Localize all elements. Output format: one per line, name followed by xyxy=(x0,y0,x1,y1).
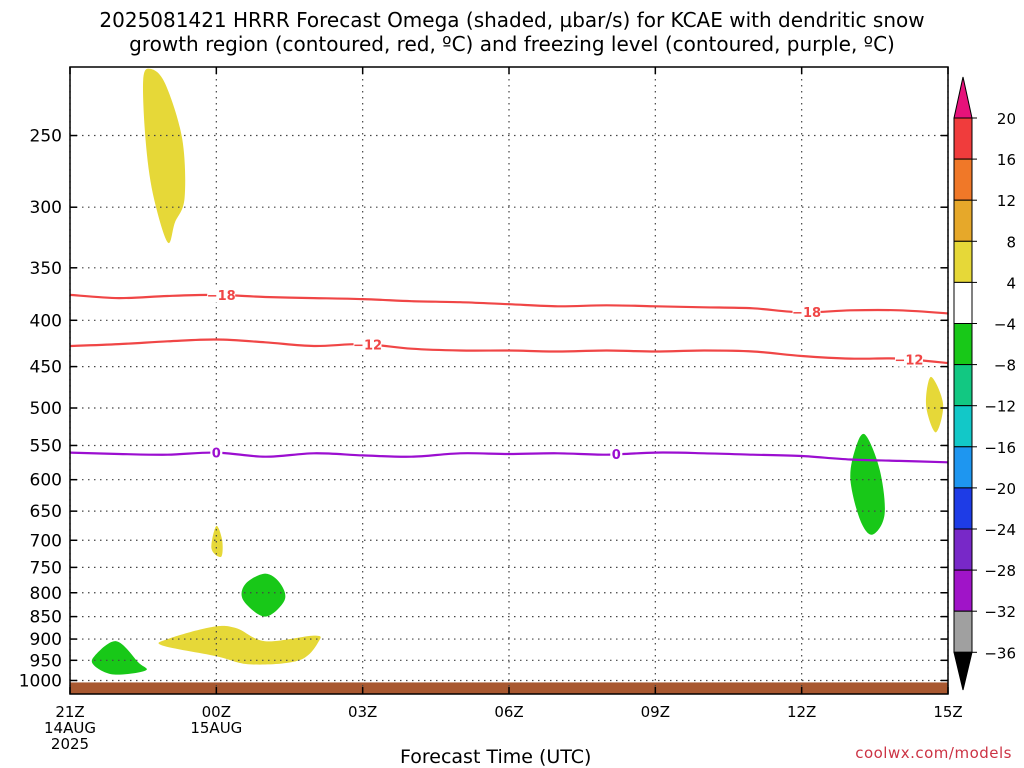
colorbar-label-2: 16 xyxy=(997,151,1016,169)
colorbar-label-11: −24 xyxy=(984,521,1016,539)
colorbar-swatch-9 xyxy=(953,446,973,489)
y-tick-label-900: 900 xyxy=(30,630,62,650)
x-tick-label: 14AUG xyxy=(44,719,96,737)
x-axis-title: Forecast Time (UTC) xyxy=(400,746,592,768)
x-tick-label: 09Z xyxy=(641,703,670,721)
colorbar-top-arrow xyxy=(953,76,973,119)
contour-label-3-2: 0 xyxy=(612,448,621,463)
contour-2 xyxy=(69,338,949,365)
contour-label-3-1: 0 xyxy=(212,447,221,462)
colorbar-swatch-4 xyxy=(953,240,973,283)
x-tick-label: 03Z xyxy=(348,703,377,721)
omega-region-3 xyxy=(211,525,223,558)
y-axis: 2503003504004505005506006507007508008509… xyxy=(19,127,948,691)
colorbar-swatch-7 xyxy=(953,364,973,407)
y-tick-label-1000: 1000 xyxy=(19,671,62,691)
y-tick-label-500: 500 xyxy=(30,399,62,419)
colorbar-swatch-6 xyxy=(953,323,973,366)
colorbar-label-8: −12 xyxy=(984,398,1016,416)
colorbar-swatch-5 xyxy=(953,281,973,324)
y-tick-label-300: 300 xyxy=(30,198,62,218)
omega-region-7 xyxy=(850,433,885,535)
colorbar-label-5: 4 xyxy=(1006,274,1016,292)
colorbar-label-7: −8 xyxy=(994,357,1016,375)
colorbar-label-10: −20 xyxy=(984,480,1016,498)
colorbar-swatch-8 xyxy=(953,405,973,448)
colorbar-bottom-arrow xyxy=(953,651,973,691)
omega-region-1 xyxy=(142,68,186,244)
colorbar-swatch-10 xyxy=(953,487,973,530)
contour-label-1-1: −18 xyxy=(207,289,236,304)
contour-label-2-1: −12 xyxy=(353,339,382,354)
y-tick-label-800: 800 xyxy=(30,584,62,604)
y-tick-label-650: 650 xyxy=(30,502,62,522)
y-tick-label-850: 850 xyxy=(30,608,62,628)
credit-text: coolwx.com/models xyxy=(855,744,1012,762)
colorbar-swatch-1 xyxy=(953,117,973,160)
colorbar-label-6: −4 xyxy=(994,316,1016,334)
y-tick-label-250: 250 xyxy=(30,127,62,147)
contour-label-bg xyxy=(894,351,923,367)
title-line-2: growth region (contoured, red, ºC) and f… xyxy=(129,32,895,56)
colorbar-swatch-12 xyxy=(953,569,973,612)
y-tick-label-450: 450 xyxy=(30,358,62,378)
y-tick-label-550: 550 xyxy=(30,436,62,456)
y-tick-label-750: 750 xyxy=(30,558,62,578)
y-tick-label-400: 400 xyxy=(30,311,62,331)
omega-region-2 xyxy=(158,625,321,665)
colorbar-swatch-11 xyxy=(953,528,973,571)
contour-label-bg xyxy=(792,304,821,320)
colorbar: 20 16 12 8 4 −4 −8 −12 −16 −20 −24 −28 −32 −36 xyxy=(953,76,1016,691)
x-tick-label: 2025 xyxy=(51,735,89,753)
chart-title: 2025081421 HRRR Forecast Omega (shaded, … xyxy=(0,8,1024,56)
colorbar-label-12: −28 xyxy=(984,562,1016,580)
contour-label-bg xyxy=(353,336,382,352)
colorbar-label-1: 20 xyxy=(997,110,1016,128)
omega-shading xyxy=(91,68,944,675)
x-tick-label: 06Z xyxy=(494,703,523,721)
y-tick-label-600: 600 xyxy=(30,471,62,491)
contour-label-1-2: −18 xyxy=(792,306,821,321)
colorbar-swatch-13 xyxy=(953,610,973,653)
colorbar-label-3: 12 xyxy=(997,192,1016,210)
contour-label-bg xyxy=(210,444,223,460)
grid xyxy=(69,67,949,694)
omega-region-6 xyxy=(91,641,147,675)
colorbar-swatch-3 xyxy=(953,199,973,242)
title-line-1: 2025081421 HRRR Forecast Omega (shaded, … xyxy=(99,8,925,32)
contour-label-2-2: −12 xyxy=(894,354,923,369)
contour-label-bg xyxy=(610,446,623,462)
colorbar-label-13: −32 xyxy=(984,603,1016,621)
colorbar-label-14: −36 xyxy=(984,644,1016,662)
y-tick-label-350: 350 xyxy=(30,259,62,279)
contour-lines: −18 −18 −12 −12 0 0 xyxy=(69,287,949,464)
x-tick-label: 21Z xyxy=(55,703,84,721)
x-tick-label: 00Z xyxy=(202,703,231,721)
x-tick-label: 15Z xyxy=(933,703,962,721)
x-tick-label: 15AUG xyxy=(190,719,242,737)
y-tick-label-950: 950 xyxy=(30,651,62,671)
contour-label-bg xyxy=(207,287,236,303)
colorbar-label-4: 8 xyxy=(1006,233,1016,251)
omega-region-5 xyxy=(241,573,286,617)
y-tick-label-700: 700 xyxy=(30,531,62,551)
colorbar-label-9: −16 xyxy=(984,439,1016,457)
omega-region-4 xyxy=(925,376,944,433)
colorbar-swatch-2 xyxy=(953,158,973,201)
x-tick-label: 12Z xyxy=(787,703,816,721)
